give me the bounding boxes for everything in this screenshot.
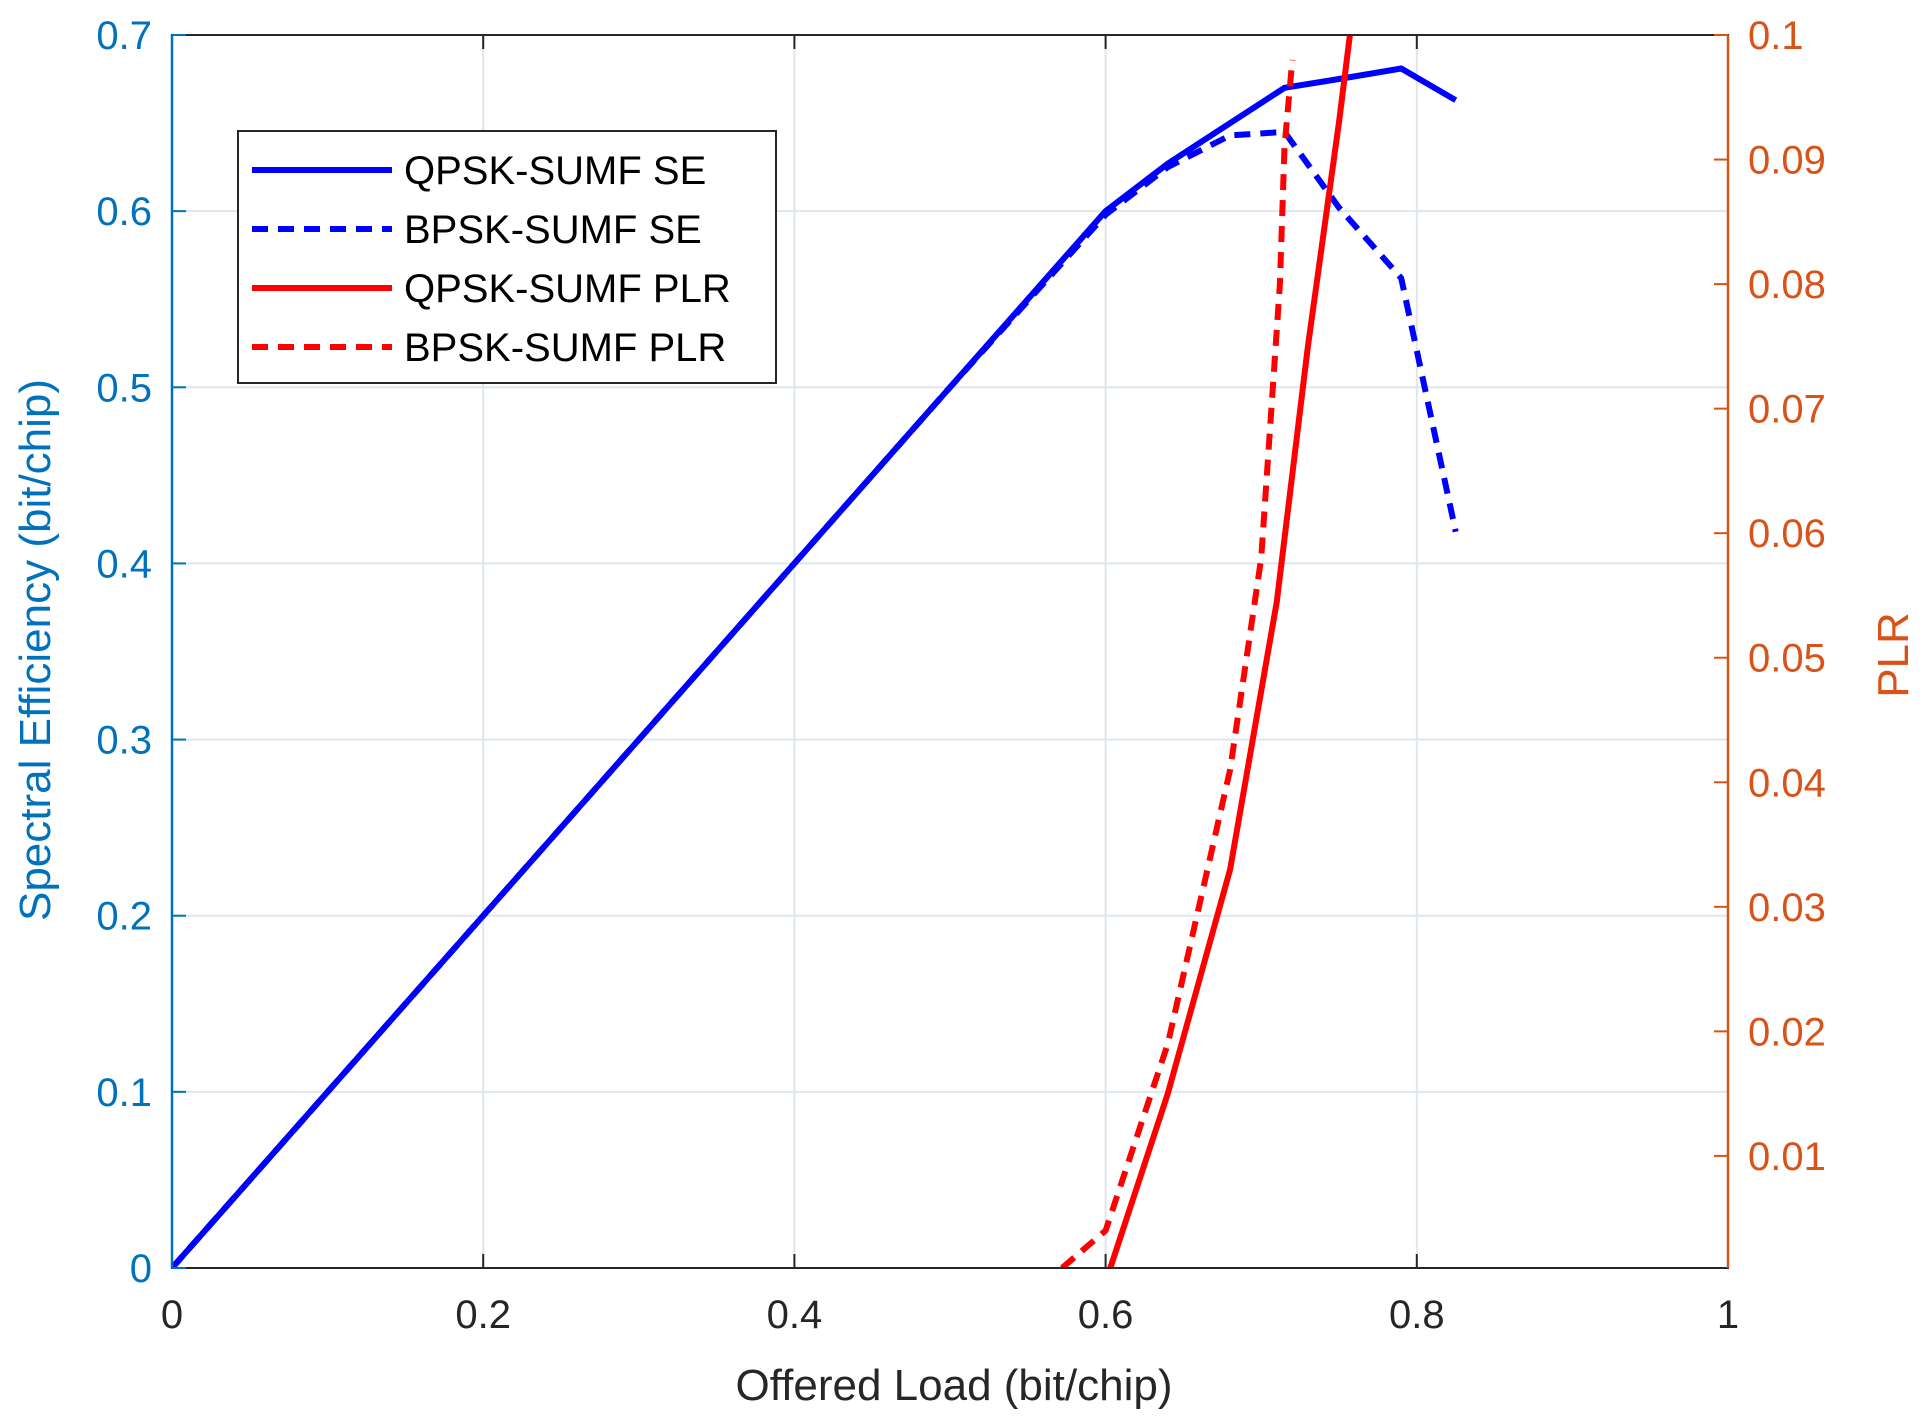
series-line-bpsk-sumf-se xyxy=(172,128,1459,1268)
y-left-tick-label: 0.4 xyxy=(96,542,152,586)
y-right-tick-label: 0.08 xyxy=(1748,263,1826,307)
y-left-tick-label: 0.5 xyxy=(96,366,152,410)
y-right-tick-label: 0.03 xyxy=(1748,886,1826,930)
legend: QPSK-SUMF SE BPSK-SUMF SE QPSK-SUMF PLR BPS… xyxy=(237,130,777,384)
x-tick-label: 0.6 xyxy=(1078,1293,1134,1337)
y-right-tick-label: 0.06 xyxy=(1748,512,1826,556)
y-right-tick-label: 0.04 xyxy=(1748,761,1826,805)
y-right-tick-label: 0.05 xyxy=(1748,637,1826,681)
y-left-tick-label: 0.6 xyxy=(96,190,152,234)
y-left-tick-label: 0.2 xyxy=(96,895,152,939)
y-left-tick-label: 0 xyxy=(130,1247,152,1291)
legend-entry-label: QPSK-SUMF SE xyxy=(404,149,706,193)
legend-entry-label: BPSK-SUMF PLR xyxy=(404,326,726,370)
y-right-tick-label: 0.07 xyxy=(1748,388,1826,432)
y-right-tick-label: 0.1 xyxy=(1748,14,1804,58)
series-line-qpsk-sumf-plr xyxy=(1107,35,1353,1268)
x-tick-label: 0.2 xyxy=(455,1293,511,1337)
legend-entry-label: BPSK-SUMF SE xyxy=(404,208,702,252)
x-tick-label: 0.8 xyxy=(1389,1293,1445,1337)
y-right-tick-label: 0.01 xyxy=(1748,1135,1826,1179)
y-axis-right-label: PLR xyxy=(1869,612,1918,698)
y-right-tick-label: 0.09 xyxy=(1748,139,1826,183)
tick-labels: 0 0.2 0.4 0.6 0.8 1 0 0.1 0.2 0.3 0.4 0.5 0.6 0.7 0.01… xyxy=(96,14,1825,1337)
x-tick-label: 0 xyxy=(161,1293,183,1337)
x-axis-label: Offered Load (bit/chip) xyxy=(736,1361,1173,1410)
plot-series xyxy=(172,35,1459,1268)
y-left-tick-label: 0.3 xyxy=(96,719,152,763)
series-line-bpsk-sumf-plr xyxy=(1060,59,1296,1268)
x-tick-label: 1 xyxy=(1717,1293,1739,1337)
y-left-tick-label: 0.1 xyxy=(96,1071,152,1115)
legend-entry-label: QPSK-SUMF PLR xyxy=(404,267,731,311)
y-axis-left-label: Spectral Efficiency (bit/chip) xyxy=(11,379,60,921)
y-left-tick-label: 0.7 xyxy=(96,14,152,58)
axes xyxy=(170,34,1730,1269)
y-right-tick-label: 0.02 xyxy=(1748,1010,1826,1054)
x-tick-label: 0.4 xyxy=(767,1293,823,1337)
